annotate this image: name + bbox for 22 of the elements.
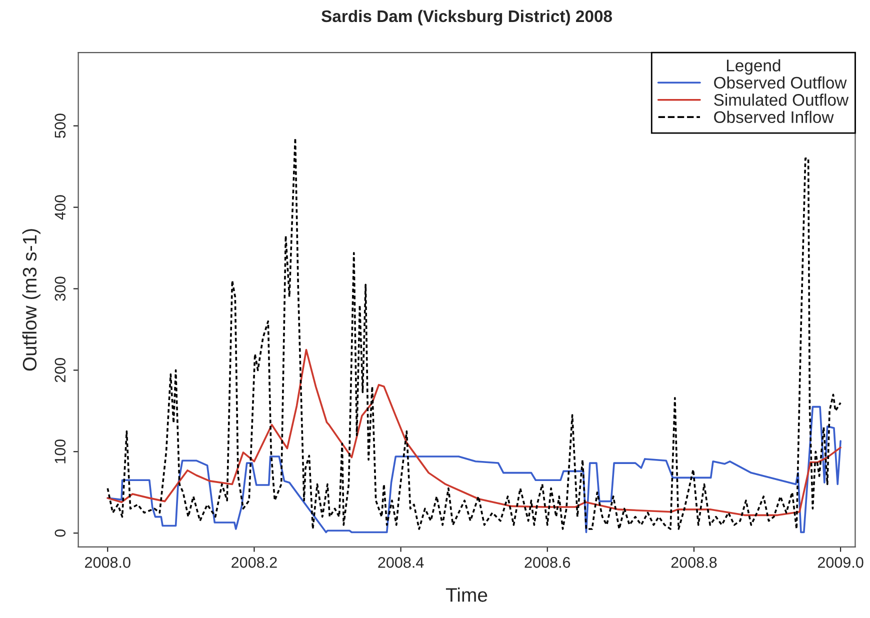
y-tick-label: 400 <box>54 195 66 220</box>
x-tick-label: 2008.2 <box>232 557 277 568</box>
legend-title: Legend <box>726 59 780 75</box>
x-tick-label: 2009.0 <box>818 557 864 568</box>
legend-label: Observed Outflow <box>714 76 847 89</box>
line-series <box>106 137 842 530</box>
line-series <box>106 406 842 534</box>
y-tick-label: 500 <box>54 114 66 138</box>
x-tick-label: 2008.4 <box>378 557 424 568</box>
y-tick-label: 0 <box>54 529 66 537</box>
y-tick-label: 200 <box>54 358 66 382</box>
y-tick-label: 100 <box>54 439 66 464</box>
chart-title: Sardis Dam (Vicksburg District) 2008 <box>321 10 612 26</box>
x-tick-label: 2008.8 <box>671 557 717 568</box>
legend-label: Simulated Outflow <box>714 94 849 106</box>
x-axis-title: Time <box>446 588 488 602</box>
x-tick-label: 2008.6 <box>524 557 570 568</box>
y-axis-title: Outflow (m3 s-1) <box>22 229 40 371</box>
legend-label: Observed Inflow <box>714 110 834 124</box>
y-tick-label: 300 <box>54 276 66 301</box>
x-tick-label: 2008.0 <box>85 557 130 568</box>
line-series <box>106 348 842 516</box>
